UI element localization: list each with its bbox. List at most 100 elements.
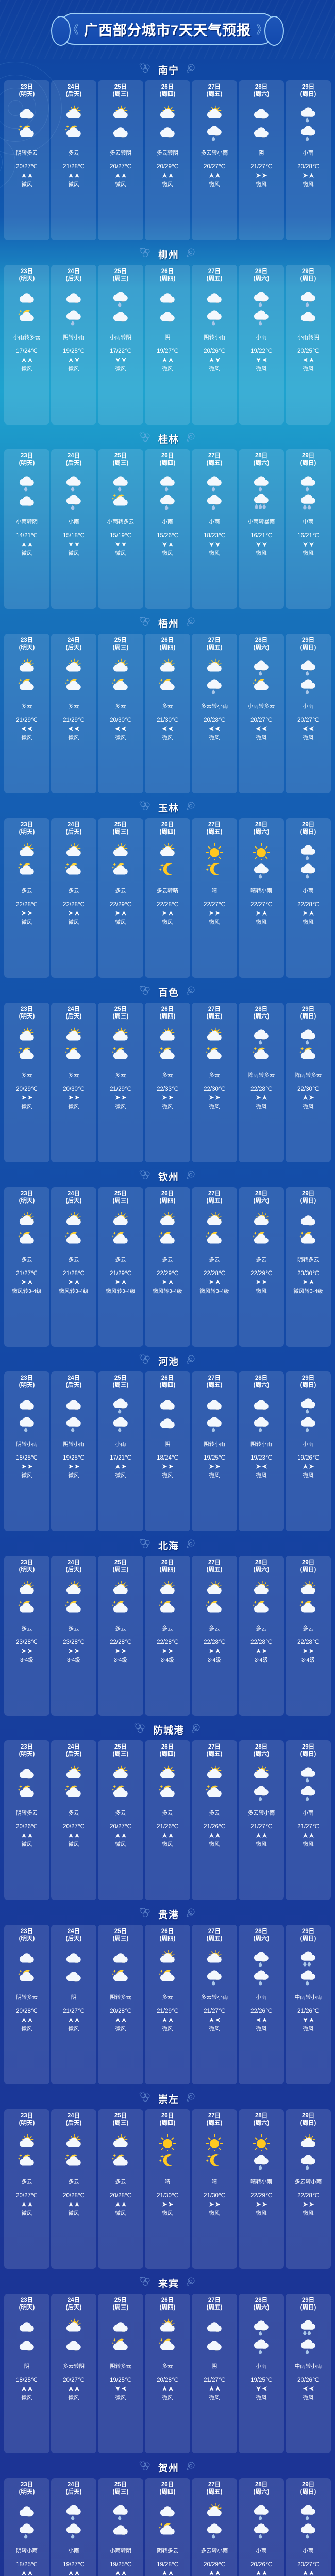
forecast-day-card[interactable]: 29日 (周日) 多云 22/28℃ 3-4级 (286, 1556, 331, 1716)
temperature-range: 21/29℃ (16, 717, 38, 723)
forecast-day-card[interactable]: 25日 (周三) 多云 22/29℃ 微风 (98, 818, 143, 978)
temperature-range: 21/27℃ (63, 2008, 85, 2014)
forecast-day-card[interactable]: 27日 (周五) 小雨 18/23℃ 微风 (192, 449, 237, 609)
forecast-day-card[interactable]: 24日 (后天) 多云 21/29℃ 微风 (51, 634, 96, 793)
forecast-day-card[interactable]: 27日 (周五) 阴转小雨 19/25℃ 微风 (192, 1371, 237, 1531)
forecast-day-card[interactable]: 26日 (周四) 多云 22/33℃ 微风 (145, 1003, 190, 1162)
forecast-day-card[interactable]: 29日 (周日) 阵雨转多云 22/30℃ 微风 (286, 1003, 331, 1162)
forecast-day-card[interactable]: 29日 (周日) 中雨转小雨 21/26℃ 微风 (286, 1925, 331, 2084)
forecast-day-card[interactable]: 26日 (周四) 多云 21/29℃ 微风 (145, 1925, 190, 2084)
forecast-day-card[interactable]: 23日 (明天) 多云 22/28℃ 微风 (4, 818, 49, 978)
forecast-day-card[interactable]: 24日 (后天) 阴转小雨 19/25℃ 微风 (51, 265, 96, 425)
forecast-day-card[interactable]: 27日 (周五) 阴转小雨 20/26℃ 微风 (192, 265, 237, 425)
forecast-day-card[interactable]: 23日 (明天) 阴转多云 20/28℃ 微风 (4, 1925, 49, 2084)
forecast-day-card[interactable]: 24日 (后天) 阴转小雨 19/25℃ 微风 (51, 1371, 96, 1531)
forecast-day-card[interactable]: 29日 (周日) 小雨 19/26℃ 微风 (286, 1371, 331, 1531)
forecast-day-card[interactable]: 27日 (周五) 多云转小雨 20/28℃ 微风 (192, 634, 237, 793)
forecast-day-card[interactable]: 23日 (明天) 阴转多云 20/27℃ 微风 (4, 80, 49, 240)
forecast-day-card[interactable]: 25日 (周三) 小雨 17/21℃ 微风 (98, 1371, 143, 1531)
forecast-day-card[interactable]: 25日 (周三) 阴转多云 19/25℃ 微风 (98, 2294, 143, 2453)
forecast-day-card[interactable]: 24日 (后天) 多云 20/28℃ 微风 (51, 2109, 96, 2269)
forecast-day-card[interactable]: 28日 (周六) 阴 21/27℃ 微风 (239, 80, 284, 240)
forecast-day-card[interactable]: 23日 (明天) 多云 23/28℃ 3-4级 (4, 1556, 49, 1716)
forecast-day-card[interactable]: 23日 (明天) 多云 21/27℃ 微风转3-4级 (4, 1187, 49, 1347)
forecast-day-card[interactable]: 29日 (周日) 阴转多云 23/30℃ 微风转3-4级 (286, 1187, 331, 1347)
forecast-day-card[interactable]: 28日 (周六) 小雨 19/22℃ 微风 (239, 265, 284, 425)
forecast-day-card[interactable]: 24日 (后天) 多云转阴 20/27℃ 微风 (51, 2294, 96, 2453)
forecast-day-card[interactable]: 29日 (周日) 多云转小雨 22/28℃ 微风 (286, 2109, 331, 2269)
forecast-day-card[interactable]: 25日 (周三) 阴转多云 20/28℃ 微风 (98, 1925, 143, 2084)
forecast-day-card[interactable]: 27日 (周五) 晴 21/30℃ 微风 (192, 2109, 237, 2269)
forecast-day-card[interactable]: 23日 (明天) 多云 20/27℃ 微风 (4, 2109, 49, 2269)
forecast-day-card[interactable]: 27日 (周五) 多云 22/30℃ 微风 (192, 1003, 237, 1162)
forecast-day-card[interactable]: 28日 (周六) 晴转小雨 22/27℃ 微风 (239, 818, 284, 978)
forecast-day-card[interactable]: 28日 (周六) 小雨转暴雨 16/21℃ 微风 (239, 449, 284, 609)
forecast-day-card[interactable]: 23日 (明天) 多云 21/29℃ 微风 (4, 634, 49, 793)
forecast-day-card[interactable]: 26日 (周四) 多云 21/30℃ 微风 (145, 634, 190, 793)
forecast-day-card[interactable]: 25日 (周三) 多云转阴 20/27℃ 微风 (98, 80, 143, 240)
forecast-day-card[interactable]: 28日 (周六) 多云 22/28℃ 3-4级 (239, 1556, 284, 1716)
forecast-day-card[interactable]: 29日 (周日) 小雨 20/28℃ 微风 (286, 80, 331, 240)
forecast-day-card[interactable]: 27日 (周五) 多云转小雨 20/27℃ 微风 (192, 80, 237, 240)
forecast-day-card[interactable]: 24日 (后天) 阴 21/27℃ 微风 (51, 1925, 96, 2084)
forecast-day-card[interactable]: 24日 (后天) 小雨 15/18℃ 微风 (51, 449, 96, 609)
forecast-day-card[interactable]: 26日 (周四) 多云 22/29℃ 微风转3-4级 (145, 1187, 190, 1347)
forecast-day-card[interactable]: 29日 (周日) 小雨 22/28℃ 微风 (286, 818, 331, 978)
forecast-day-card[interactable]: 25日 (周三) 多云 21/29℃ 微风 (98, 1003, 143, 1162)
forecast-day-card[interactable]: 27日 (周五) 多云 22/28℃ 3-4级 (192, 1556, 237, 1716)
forecast-day-card[interactable]: 24日 (后天) 多云 20/30℃ 微风 (51, 1003, 96, 1162)
forecast-day-card[interactable]: 26日 (周四) 多云 21/26℃ 微风 (145, 1740, 190, 1900)
forecast-day-card[interactable]: 29日 (周日) 小雨 21/27℃ 微风 (286, 1740, 331, 1900)
forecast-day-card[interactable]: 23日 (明天) 小雨转多云 17/24℃ 微风 (4, 265, 49, 425)
forecast-day-card[interactable]: 28日 (周六) 小雨转多云 20/27℃ 微风 (239, 634, 284, 793)
forecast-day-card[interactable]: 28日 (周六) 晴转小雨 22/29℃ 微风 (239, 2109, 284, 2269)
forecast-day-card[interactable]: 26日 (周四) 阴 18/24℃ 微风 (145, 1371, 190, 1531)
forecast-day-card[interactable]: 26日 (周四) 晴 21/30℃ 微风 (145, 2109, 190, 2269)
forecast-day-card[interactable]: 25日 (周三) 小雨转阴 17/22℃ 微风 (98, 265, 143, 425)
forecast-day-card[interactable]: 24日 (后天) 多云 21/28℃ 微风 (51, 80, 96, 240)
forecast-day-card[interactable]: 28日 (周六) 阴转小雨 19/23℃ 微风 (239, 1371, 284, 1531)
forecast-day-card[interactable]: 26日 (周四) 小雨 15/26℃ 微风 (145, 449, 190, 609)
forecast-day-card[interactable]: 28日 (周六) 多云 22/29℃ 微风 (239, 1187, 284, 1347)
forecast-day-card[interactable]: 23日 (明天) 多云 20/29℃ 微风 (4, 1003, 49, 1162)
forecast-day-card[interactable]: 25日 (周三) 多云 20/30℃ 微风 (98, 634, 143, 793)
forecast-day-card[interactable]: 27日 (周五) 多云转小雨 21/27℃ 微风 (192, 1925, 237, 2084)
forecast-day-card[interactable]: 27日 (周五) 多云 22/28℃ 微风转3-4级 (192, 1187, 237, 1347)
forecast-day-card[interactable]: 23日 (明天) 小雨转阴 14/21℃ 微风 (4, 449, 49, 609)
forecast-day-card[interactable]: 28日 (周六) 阵雨转多云 22/28℃ 微风 (239, 1003, 284, 1162)
forecast-day-card[interactable]: 25日 (周三) 多云 20/28℃ 微风 (98, 2109, 143, 2269)
forecast-day-card[interactable]: 28日 (周六) 小雨 19/25℃ 微风 (239, 2294, 284, 2453)
forecast-day-card[interactable]: 26日 (周四) 阴 19/27℃ 微风 (145, 265, 190, 425)
forecast-day-card[interactable]: 24日 (后天) 多云 21/28℃ 微风转3-4级 (51, 1187, 96, 1347)
forecast-day-card[interactable]: 28日 (周六) 小雨 22/26℃ 微风 (239, 1925, 284, 2084)
forecast-day-card[interactable]: 25日 (周三) 小雨转多云 15/19℃ 微风 (98, 449, 143, 609)
forecast-day-card[interactable]: 27日 (周五) 多云 21/26℃ 微风 (192, 1740, 237, 1900)
forecast-day-card[interactable]: 26日 (周四) 多云 20/28℃ 微风 (145, 2294, 190, 2453)
forecast-day-card[interactable]: 27日 (周五) 晴 22/27℃ 微风 (192, 818, 237, 978)
forecast-day-card[interactable]: 27日 (周五) 阴 21/27℃ 微风 (192, 2294, 237, 2453)
forecast-day-card[interactable]: 26日 (周四) 多云转阴 20/29℃ 微风 (145, 80, 190, 240)
forecast-day-card[interactable]: 29日 (周日) 小雨转阴 20/25℃ 微风 (286, 265, 331, 425)
forecast-day-card[interactable]: 23日 (明天) 阴转多云 20/26℃ 微风 (4, 1740, 49, 1900)
forecast-day-card[interactable]: 24日 (后天) 多云 22/28℃ 微风 (51, 818, 96, 978)
forecast-day-card[interactable]: 29日 (周日) 中雨转小雨 20/26℃ 微风 (286, 2294, 331, 2453)
forecast-day-card[interactable]: 24日 (后天) 多云 23/28℃ 3-4级 (51, 1556, 96, 1716)
forecast-day-card[interactable]: 28日 (周六) 多云转小雨 21/27℃ 微风 (239, 1740, 284, 1900)
forecast-day-card[interactable]: 26日 (周四) 多云转晴 22/28℃ 微风 (145, 818, 190, 978)
forecast-day-card[interactable]: 29日 (周日) 中雨 16/21℃ 微风 (286, 449, 331, 609)
forecast-day-card[interactable]: 24日 (后天) 多云 20/27℃ 微风 (51, 1740, 96, 1900)
forecast-day-card[interactable]: 25日 (周三) 多云 21/29℃ 微风转3-4级 (98, 1187, 143, 1347)
forecast-day-card[interactable]: 25日 (周三) 多云 20/27℃ 微风 (98, 1740, 143, 1900)
forecast-day-card[interactable]: 25日 (周三) 多云 22/28℃ 3-4级 (98, 1556, 143, 1716)
forecast-day-card[interactable]: 23日 (明天) 阴 18/25℃ 微风 (4, 2294, 49, 2453)
forecast-day-card[interactable]: 26日 (周四) 多云 22/28℃ 3-4级 (145, 1556, 190, 1716)
